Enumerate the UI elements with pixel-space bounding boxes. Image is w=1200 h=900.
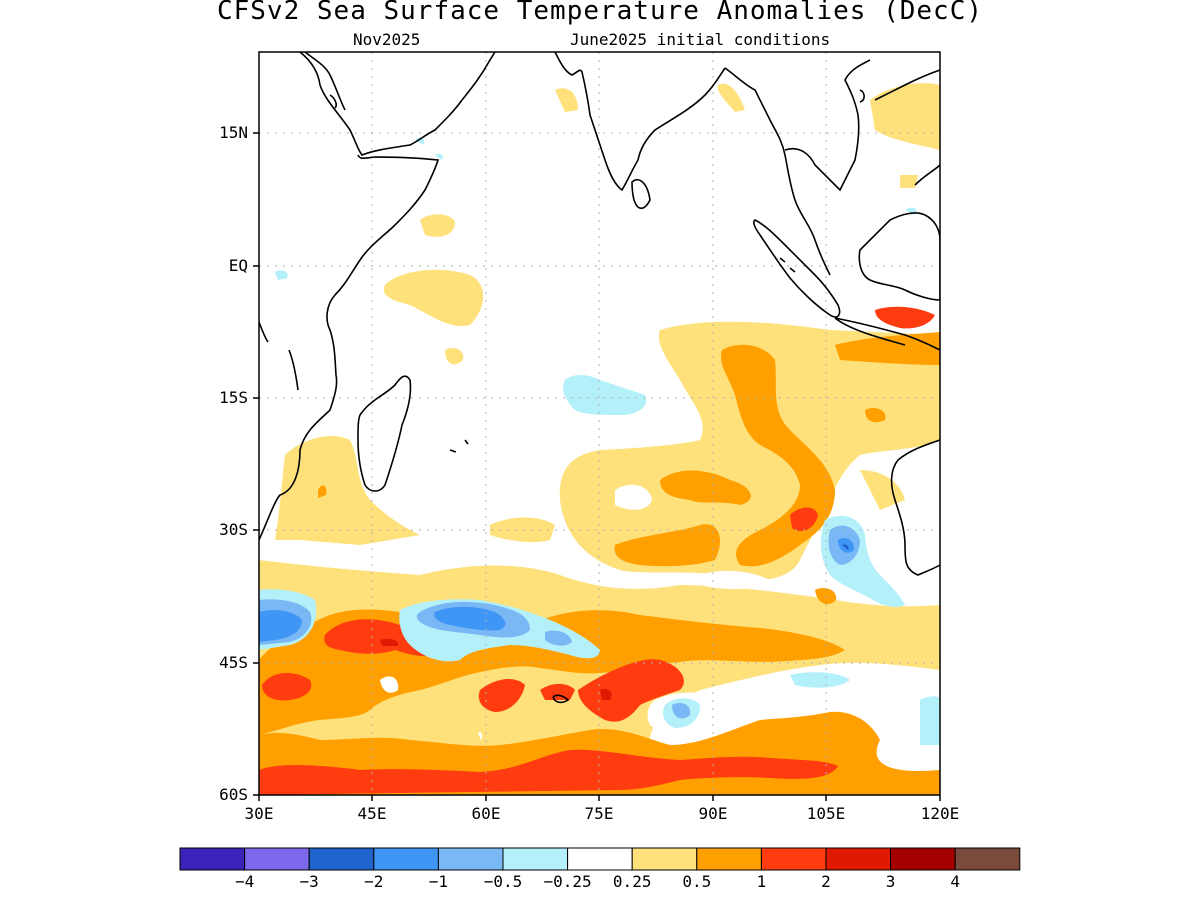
- colorbar-swatch: [954, 847, 1021, 871]
- coastlines: [259, 52, 940, 704]
- colorbar-tick-label: −0.25: [543, 872, 592, 891]
- colorbar-swatch: [631, 847, 698, 871]
- colorbar-swatch: [373, 847, 439, 871]
- colorbar-swatch: [825, 847, 892, 871]
- map-title: CFSv2 Sea Surface Temperature Anomalies …: [216, 0, 984, 26]
- lat-label-30s: 30S: [219, 520, 248, 539]
- colorbar-swatch: [502, 847, 569, 871]
- lon-label-30e: 30E: [244, 804, 274, 823]
- colorbar-tick-label: −1: [428, 872, 449, 891]
- colorbar-swatch: [567, 847, 633, 871]
- forecast-month-label: Nov2025: [353, 30, 421, 49]
- lon-label-90e: 90E: [698, 804, 728, 823]
- colorbar-swatch: [308, 847, 375, 871]
- colorbar-tick-label: −2: [364, 872, 384, 891]
- initial-conditions-label: June2025 initial conditions: [570, 30, 831, 49]
- colorbar: [179, 847, 1021, 871]
- colorbar-swatch: [760, 847, 827, 871]
- lon-label-105e: 105E: [806, 804, 846, 823]
- lon-label-45e: 45E: [357, 804, 387, 823]
- colorbar-tick-label: 3: [885, 872, 896, 891]
- colorbar-tick-label: 4: [950, 872, 960, 891]
- lat-label-15n: 15N: [219, 123, 248, 142]
- colorbar-swatch: [696, 847, 762, 871]
- lat-label-eq: EQ: [228, 256, 248, 275]
- map-gridlines: [259, 52, 940, 795]
- colorbar-tick-label: −4: [234, 872, 255, 891]
- colorbar-swatch: [244, 847, 310, 871]
- colorbar-tick-label: 0.25: [612, 872, 652, 891]
- anomaly-fill-1-2: [259, 306, 935, 795]
- lon-label-75e: 75E: [584, 804, 614, 823]
- colorbar-tick-label: −0.5: [483, 872, 523, 891]
- colorbar-tick-label: 2: [821, 872, 831, 891]
- lat-label-45s: 45S: [219, 653, 248, 672]
- axis-ticks: [253, 132, 941, 801]
- colorbar-swatch: [437, 847, 504, 871]
- colorbar-swatch: [890, 847, 956, 871]
- lon-label-60e: 60E: [471, 804, 501, 823]
- colorbar-tick-label: −3: [299, 872, 319, 891]
- colorbar-swatch: [179, 847, 246, 871]
- lon-label-120e: 120E: [920, 804, 960, 823]
- colorbar-tick-label: 0.5: [682, 872, 712, 891]
- lat-label-15s: 15S: [219, 388, 248, 407]
- colorbar-tick-label: 1: [756, 872, 767, 891]
- lat-label-60s: 60S: [219, 785, 248, 804]
